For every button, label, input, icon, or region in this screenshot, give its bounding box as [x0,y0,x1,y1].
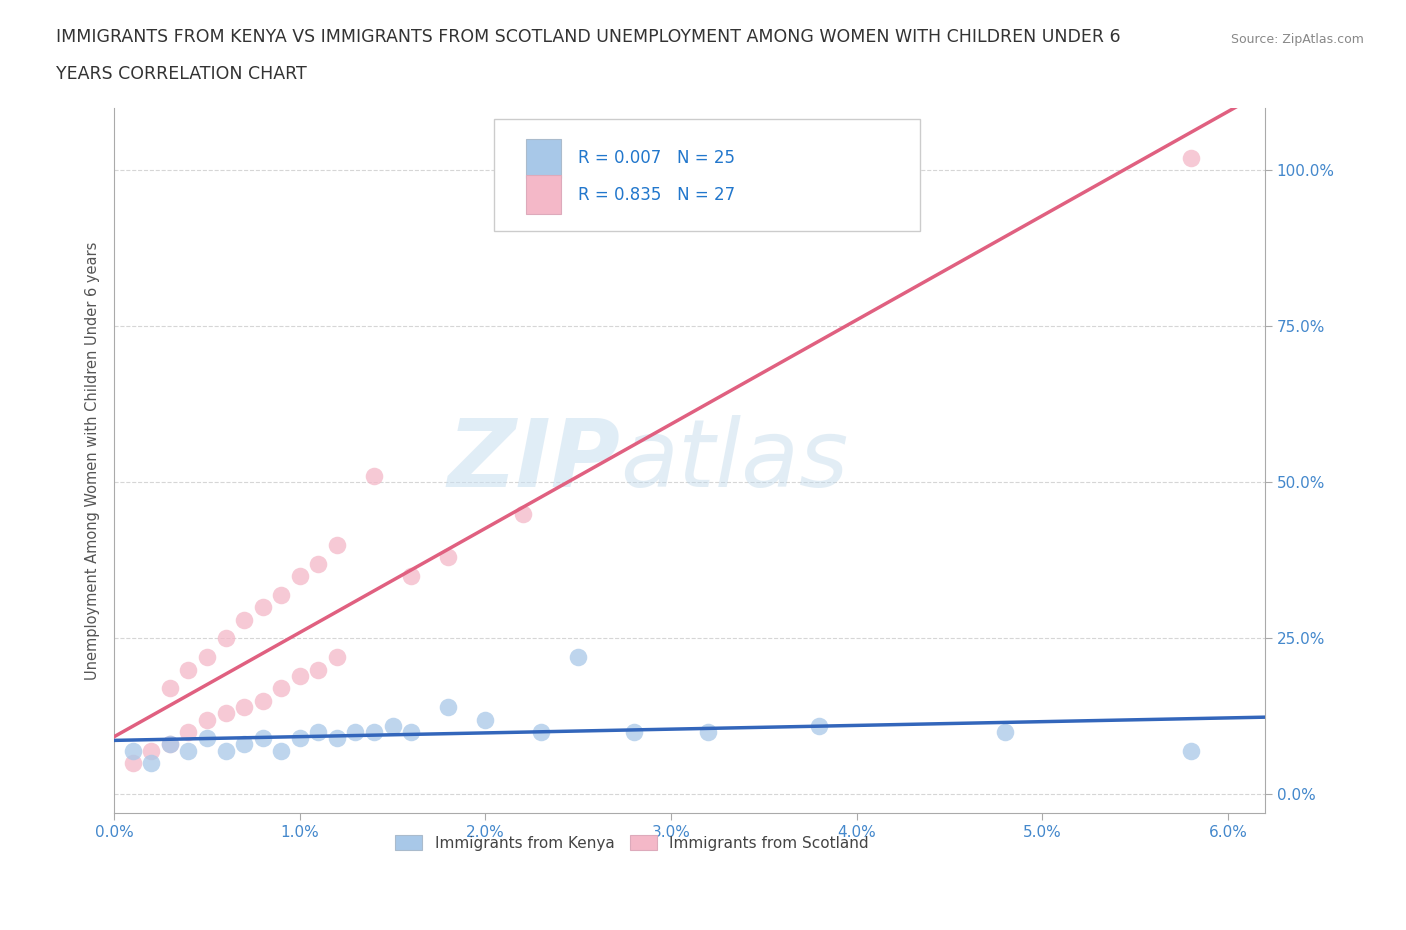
Point [233,737,256,752]
Point [567,650,589,665]
Point [252,694,274,709]
Text: ZIP: ZIP [447,415,620,507]
Text: Source: ZipAtlas.com: Source: ZipAtlas.com [1230,33,1364,46]
Point [344,724,367,739]
Point [270,743,292,758]
Point [252,600,274,615]
Point [994,724,1017,739]
Point [214,631,236,645]
Point [307,724,329,739]
Point [399,568,422,583]
Point [214,743,236,758]
Point [307,662,329,677]
Point [214,706,236,721]
Point [288,568,311,583]
Point [195,712,218,727]
Text: R = 0.007   N = 25: R = 0.007 N = 25 [578,149,735,167]
Point [381,718,404,733]
Bar [526,176,561,214]
Bar [526,139,561,178]
Point [177,743,200,758]
Point [512,506,534,521]
Point [121,756,143,771]
Text: IMMIGRANTS FROM KENYA VS IMMIGRANTS FROM SCOTLAND UNEMPLOYMENT AMONG WOMEN WITH : IMMIGRANTS FROM KENYA VS IMMIGRANTS FROM… [56,28,1121,46]
Point [288,669,311,684]
Point [177,662,200,677]
Point [530,724,553,739]
Point [288,731,311,746]
Point [1180,743,1202,758]
Point [159,737,181,752]
Point [326,731,349,746]
Point [177,724,200,739]
Point [623,724,645,739]
Point [326,538,349,552]
Point [233,699,256,714]
Point [270,587,292,602]
Point [363,469,385,484]
Point [399,724,422,739]
Legend: Immigrants from Kenya, Immigrants from Scotland: Immigrants from Kenya, Immigrants from S… [387,827,877,858]
Text: YEARS CORRELATION CHART: YEARS CORRELATION CHART [56,65,307,83]
Point [159,737,181,752]
Point [307,556,329,571]
Text: R = 0.835   N = 27: R = 0.835 N = 27 [578,186,735,204]
Point [252,731,274,746]
Point [808,718,831,733]
Y-axis label: Unemployment Among Women with Children Under 6 years: Unemployment Among Women with Children U… [86,242,100,680]
Point [270,681,292,696]
Point [437,550,460,565]
Point [326,650,349,665]
Point [474,712,496,727]
Point [141,756,163,771]
Point [1180,151,1202,166]
Point [195,731,218,746]
Point [159,681,181,696]
Point [697,724,720,739]
Point [437,699,460,714]
FancyBboxPatch shape [494,119,920,232]
Point [121,743,143,758]
Point [363,724,385,739]
Point [141,743,163,758]
Point [195,650,218,665]
Point [233,612,256,627]
Text: atlas: atlas [620,415,849,506]
